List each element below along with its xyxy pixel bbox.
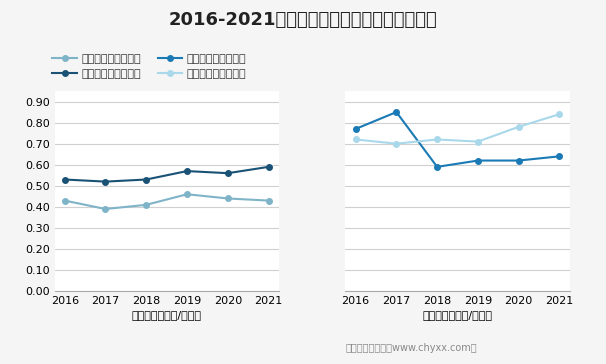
Text: 制图：智研咨询（www.chyxx.com）: 制图：智研咨询（www.chyxx.com）: [345, 343, 477, 353]
X-axis label: 出口均价（美元/千克）: 出口均价（美元/千克）: [132, 310, 202, 320]
X-axis label: 进口均价（美元/千克）: 进口均价（美元/千克）: [422, 310, 493, 320]
Legend: 未焙制麦芽出口均价, 已焙制麦芽出口均价, 未焙制麦芽进口均价, 已焙制麦芽进口均价: 未焙制麦芽出口均价, 已焙制麦芽出口均价, 未焙制麦芽进口均价, 已焙制麦芽进口…: [48, 49, 250, 84]
Text: 2016-2021年未焙制及已焙制麦芽进出口均价: 2016-2021年未焙制及已焙制麦芽进出口均价: [168, 11, 438, 29]
